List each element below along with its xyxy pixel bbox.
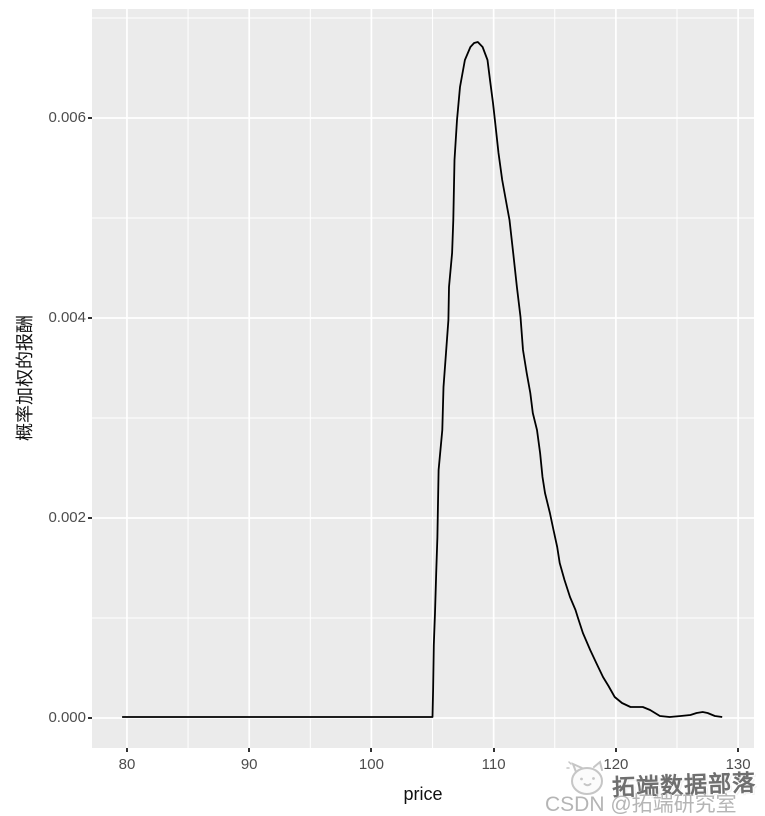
x-tick-mark bbox=[125, 748, 128, 752]
x-tick-label: 100 bbox=[358, 756, 384, 773]
y-axis-title: 概率加权的报酬 bbox=[15, 315, 35, 441]
x-tick-label: 130 bbox=[725, 756, 751, 773]
x-tick-label: 90 bbox=[240, 756, 258, 773]
x-tick-mark bbox=[248, 748, 251, 752]
x-tick-mark bbox=[737, 748, 740, 752]
cloud-cat-mascot-icon bbox=[566, 760, 603, 795]
x-tick-mark bbox=[614, 748, 617, 752]
x-tick-mark bbox=[492, 748, 495, 752]
y-tick-label: 0.006 bbox=[48, 109, 86, 126]
y-tick-label: 0.004 bbox=[48, 309, 86, 326]
y-tick-label: 0.002 bbox=[48, 509, 86, 526]
x-tick-mark bbox=[370, 748, 373, 752]
y-tick-mark bbox=[88, 717, 92, 719]
y-tick-label: 0.000 bbox=[48, 709, 86, 726]
x-tick-label: 120 bbox=[603, 756, 629, 773]
y-tick-mark bbox=[88, 517, 92, 519]
plot-canvas bbox=[92, 9, 754, 748]
y-tick-mark bbox=[88, 117, 92, 119]
payoff-curve bbox=[122, 41, 723, 718]
x-axis-title: price bbox=[403, 784, 443, 804]
x-tick-label: 110 bbox=[481, 756, 506, 773]
watermark-csdn-text: CSDN @拓端研究室 bbox=[545, 793, 737, 816]
y-tick-mark bbox=[88, 317, 92, 319]
x-tick-label: 80 bbox=[118, 756, 136, 773]
plot-panel bbox=[92, 9, 754, 748]
